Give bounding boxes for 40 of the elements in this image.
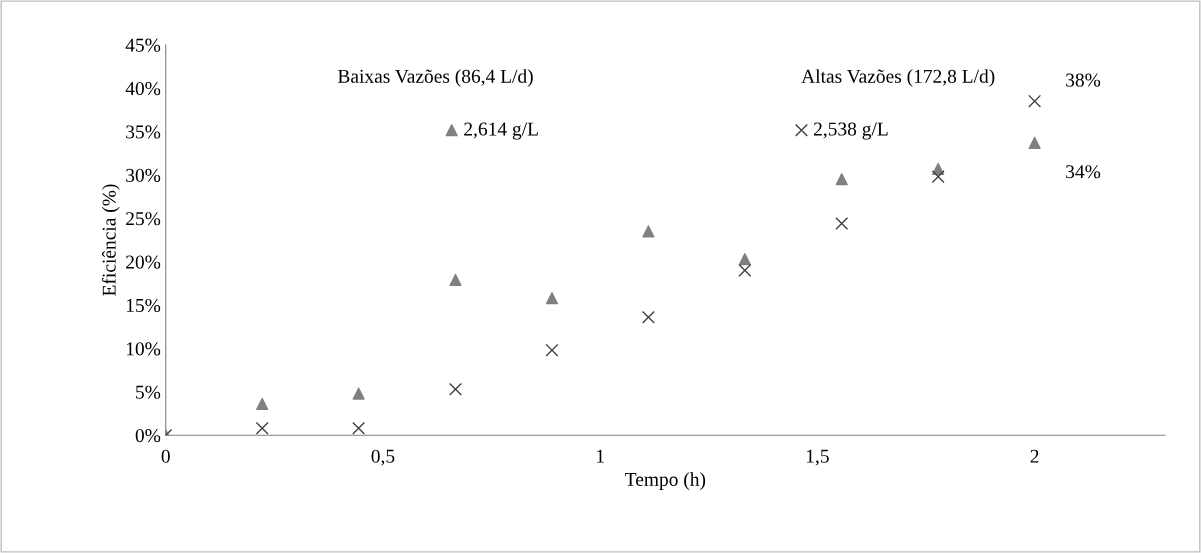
x-tick-label: 1,5	[806, 449, 829, 466]
y-tick-label: 15%	[126, 298, 161, 313]
legend-label: 2,614 g/L	[464, 122, 538, 140]
point	[352, 387, 365, 400]
point	[641, 310, 655, 324]
point	[738, 263, 752, 277]
point	[255, 421, 269, 435]
point	[449, 273, 462, 286]
point	[352, 421, 366, 435]
annotation: Altas Vazões (172,8 L/d)	[801, 69, 995, 87]
point	[545, 343, 559, 357]
point	[642, 225, 655, 238]
point	[1028, 136, 1041, 149]
legend-label: 2,538 g/L	[813, 122, 888, 140]
point	[738, 253, 751, 266]
point	[256, 397, 269, 411]
x-tick-label: 0	[161, 449, 170, 463]
x-axis-title: Tempo (h)	[625, 472, 706, 490]
point	[545, 292, 559, 305]
annotation: Baixas Vazões (86,4 L/d)	[337, 69, 533, 87]
y-tick-label: 5%	[136, 385, 161, 399]
point	[931, 170, 945, 184]
point	[835, 173, 848, 186]
y-tick-label: 10%	[126, 342, 161, 356]
y-tick-label: 0%	[135, 429, 161, 443]
point	[449, 382, 463, 396]
y-axis-title: Eficiência (%)	[101, 184, 120, 296]
x-tick-label: 2	[1030, 449, 1039, 463]
x-tick-label: 1	[597, 449, 604, 463]
x-tick-label: 0,5	[371, 449, 395, 466]
data-label: 34%	[1066, 165, 1101, 179]
y-tick-label: 25%	[126, 212, 161, 226]
y-tick-label: 30%	[126, 168, 161, 182]
y-tick-label: 35%	[126, 125, 161, 139]
y-tick-label: 40%	[125, 81, 161, 96]
point	[835, 217, 849, 231]
y-tick-label: 20%	[126, 255, 161, 269]
data-label: 38%	[1066, 73, 1101, 87]
y-tick-label: 45%	[125, 38, 161, 52]
point	[1028, 94, 1042, 108]
